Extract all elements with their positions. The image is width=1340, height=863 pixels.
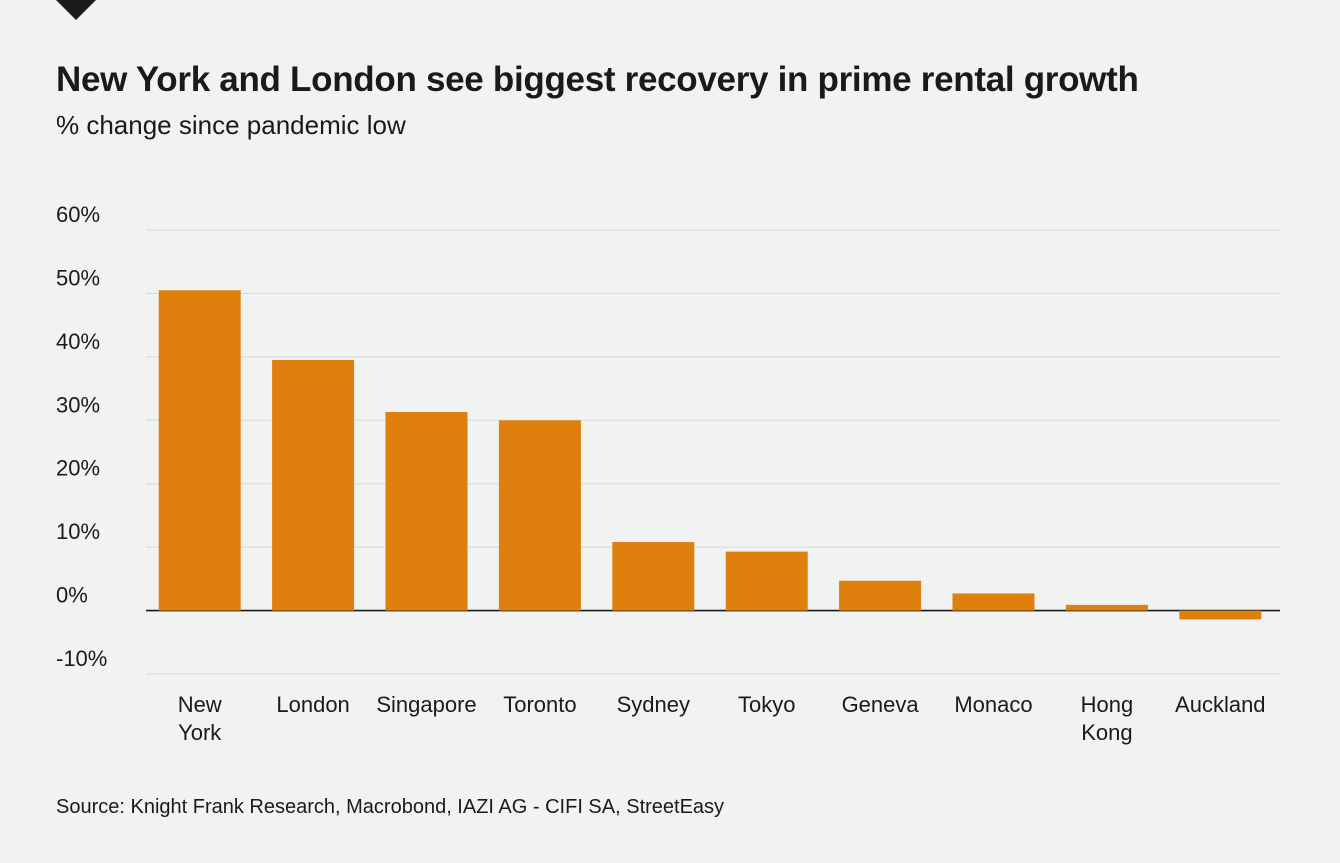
chart-subtitle: % change since pandemic low — [56, 110, 406, 140]
category-labels: New York London Singapore Toronto Sydney Tokyo… — [178, 692, 1266, 745]
y-tick-label: 20% — [56, 456, 100, 481]
bar-london — [272, 360, 355, 611]
y-tick-label: -10% — [56, 646, 107, 671]
x-tick-label: Hong Kong — [1081, 692, 1134, 745]
y-tick-label: 30% — [56, 392, 100, 417]
chart-title: New York and London see biggest recovery… — [56, 60, 1139, 99]
y-tick-label: 10% — [56, 519, 100, 544]
y-axis-ticks: 60% 50% 40% 30% 20% 10% 0% -10% — [56, 202, 107, 671]
bar-chart: 60% 50% 40% 30% 20% 10% 0% -10% New York London Si… — [56, 202, 1280, 745]
bar-hong-kong — [1065, 604, 1148, 611]
bar-geneva — [839, 580, 922, 611]
y-tick-label: 60% — [56, 202, 100, 227]
y-tick-label: 40% — [56, 329, 100, 354]
y-tick-label: 50% — [56, 265, 100, 290]
source-note: Source: Knight Frank Research, Macrobond… — [56, 796, 725, 818]
y-tick-label: 0% — [56, 583, 88, 608]
bar-toronto — [498, 420, 581, 611]
x-tick-label: Sydney — [617, 692, 690, 717]
x-tick-label: Tokyo — [738, 692, 795, 717]
bar-auckland — [1179, 610, 1262, 620]
x-tick-label: Toronto — [503, 692, 576, 717]
x-tick-label: Singapore — [376, 692, 476, 717]
x-tick-label: Monaco — [954, 692, 1032, 717]
bar-tokyo — [725, 551, 808, 611]
x-tick-label: London — [276, 692, 349, 717]
x-tick-label: Auckland — [1175, 692, 1266, 717]
bar-new-york — [158, 290, 241, 611]
bar-sydney — [612, 542, 695, 611]
bar-singapore — [385, 412, 468, 611]
bars — [158, 290, 1262, 620]
x-tick-label: New York — [178, 692, 223, 745]
corner-marker — [56, 0, 96, 20]
bar-monaco — [952, 593, 1035, 611]
x-tick-label: Geneva — [842, 692, 920, 717]
